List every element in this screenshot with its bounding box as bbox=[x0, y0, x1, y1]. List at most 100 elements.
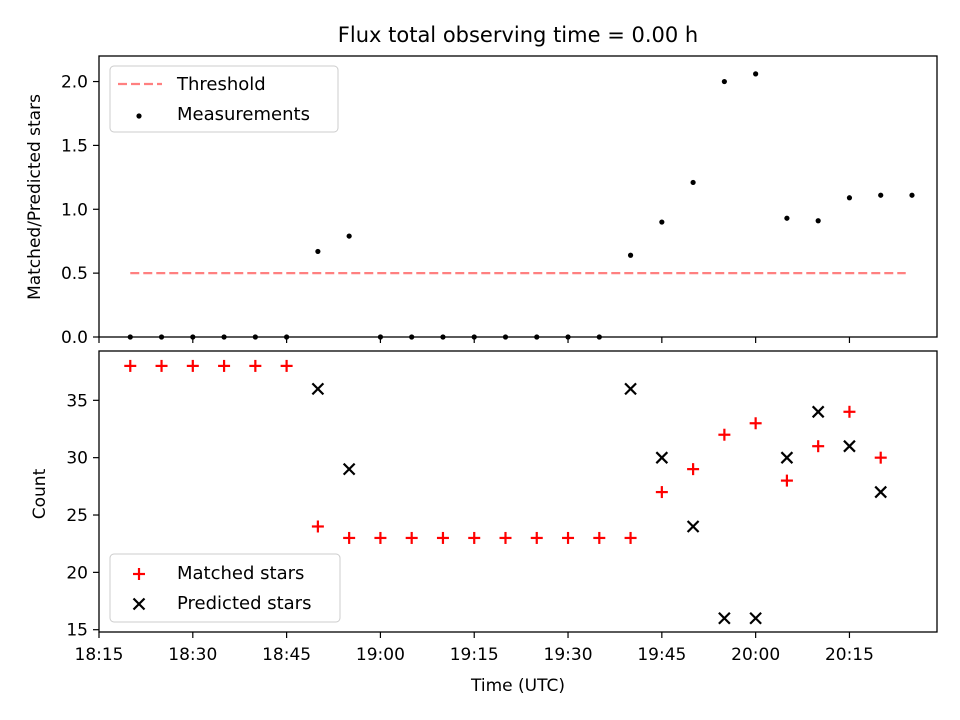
bottom-y-axis-label: Count bbox=[30, 468, 50, 519]
matched-star-point bbox=[593, 531, 606, 544]
matched-star-point bbox=[343, 531, 356, 544]
measurement-point bbox=[909, 192, 915, 198]
bottom-legend-frame bbox=[109, 553, 341, 623]
predicted-star-point-b bbox=[655, 451, 669, 464]
x-tick-label: 20:00 bbox=[731, 645, 780, 665]
predicted-star-point-b bbox=[843, 439, 856, 453]
measurement-point bbox=[409, 334, 415, 340]
legend-x-marker bbox=[132, 597, 146, 611]
top-y-tick-label: 0.5 bbox=[61, 264, 88, 284]
bottom-y-tick-label: 30 bbox=[66, 449, 88, 469]
predicted-star-point-b bbox=[686, 520, 700, 533]
legend-measurements-swatch bbox=[136, 113, 142, 119]
x-tick-label: 19:30 bbox=[544, 645, 593, 665]
measurement-point bbox=[284, 334, 290, 340]
matched-star-point bbox=[218, 359, 231, 372]
legend-matched-label: Matched stars bbox=[177, 563, 304, 584]
measurement-point bbox=[315, 248, 321, 255]
top-y-axis-label: Matched/Predicted stars bbox=[25, 94, 45, 300]
bottom-y-tick-label: 20 bbox=[66, 563, 88, 583]
matched-star-point bbox=[780, 474, 793, 487]
predicted-star-point-b bbox=[718, 611, 731, 625]
x-tick-label: 18:30 bbox=[168, 645, 217, 665]
matched-star-point bbox=[468, 531, 481, 544]
measurement-point bbox=[690, 179, 696, 186]
legend-measurements-label: Measurements bbox=[177, 104, 310, 125]
chart-title: Flux total observing time = 0.00 h bbox=[338, 23, 698, 47]
x-tick-label: 18:45 bbox=[262, 645, 311, 665]
matched-star-point bbox=[155, 359, 168, 372]
measurement-point bbox=[721, 78, 727, 85]
matched-star-point bbox=[186, 359, 199, 372]
predicted-star-point-b bbox=[874, 485, 887, 499]
predicted-star-point bbox=[342, 462, 356, 476]
predicted-star-point-b bbox=[811, 405, 825, 419]
legend-predicted-swatch bbox=[132, 597, 146, 611]
measurement-point bbox=[878, 192, 884, 198]
matched-star-point bbox=[749, 417, 762, 430]
measurement-point bbox=[596, 334, 602, 340]
top-y-axis: 0.0 0.5 1.0 1.5 2.0 bbox=[61, 73, 99, 348]
legend-predicted-label: Predicted stars bbox=[177, 593, 311, 614]
predicted-star-point bbox=[718, 611, 731, 625]
measurement-point bbox=[158, 334, 165, 340]
top-measurements-layer bbox=[127, 71, 915, 340]
legend-x-marker-b bbox=[132, 597, 146, 611]
x-tick-label: 20:15 bbox=[825, 645, 874, 665]
top-y-tick-label: 0.0 bbox=[61, 328, 88, 348]
measurement-point bbox=[221, 334, 227, 340]
top-y-tick-label: 1.0 bbox=[61, 200, 88, 220]
measurement-point bbox=[846, 195, 853, 201]
measurement-point bbox=[815, 218, 821, 224]
x-tick-label: 19:00 bbox=[356, 645, 405, 665]
measurement-point bbox=[471, 334, 477, 340]
measurement-point bbox=[502, 334, 509, 340]
predicted-star-point bbox=[311, 382, 325, 396]
predicted-star-point-b bbox=[749, 611, 762, 625]
matched-star-point bbox=[687, 463, 700, 476]
bottom-plot-frame bbox=[98, 350, 938, 633]
x-tick-label: 18:15 bbox=[75, 645, 124, 665]
measurement-point bbox=[252, 334, 258, 340]
measurement-point bbox=[784, 215, 790, 221]
measurement-point bbox=[190, 334, 196, 340]
matched-star-point bbox=[249, 359, 262, 372]
predicted-star-point bbox=[624, 382, 637, 396]
measurement-point bbox=[753, 71, 759, 77]
x-tick-label: 19:15 bbox=[450, 645, 499, 665]
x-axis-label: Time (UTC) bbox=[470, 676, 565, 696]
bottom-legend: Matched stars Predicted stars bbox=[109, 553, 341, 623]
predicted-star-point-b bbox=[780, 451, 794, 464]
bottom-panel: 15 20 25 30 35 18:15 18:30 18:45 19:00 19:15 19:3… bbox=[30, 350, 938, 696]
matched-star-point bbox=[624, 531, 637, 544]
bottom-y-tick-label: 15 bbox=[66, 621, 88, 641]
matched-star-point bbox=[718, 428, 731, 441]
legend-matched-swatch bbox=[133, 568, 145, 580]
predicted-star-point-b bbox=[342, 462, 356, 476]
bottom-y-tick-label: 35 bbox=[66, 391, 88, 411]
top-plot-frame bbox=[98, 55, 938, 338]
predicted-star-point bbox=[843, 439, 856, 453]
measurement-point bbox=[440, 334, 446, 340]
matched-star-point bbox=[311, 520, 324, 533]
matched-star-point bbox=[124, 359, 137, 372]
matched-star-point bbox=[499, 531, 512, 544]
measurement-point bbox=[534, 334, 540, 340]
top-y-tick-label: 2.0 bbox=[61, 73, 88, 93]
predicted-star-point bbox=[749, 611, 762, 625]
matched-star-point bbox=[655, 486, 668, 499]
matched-star-point bbox=[436, 531, 449, 544]
predicted-star-point bbox=[780, 451, 794, 464]
bottom-y-tick-label: 25 bbox=[66, 506, 88, 526]
legend-plus-marker bbox=[133, 568, 145, 580]
legend-threshold-label: Threshold bbox=[176, 74, 266, 95]
bottom-points-layer bbox=[124, 359, 887, 625]
matched-star-point bbox=[280, 359, 293, 372]
predicted-star-point bbox=[655, 451, 669, 464]
bottom-y-axis: 15 20 25 30 35 bbox=[66, 391, 99, 641]
x-tick-label: 19:45 bbox=[637, 645, 686, 665]
matched-star-point bbox=[562, 531, 575, 544]
predicted-star-point-b bbox=[311, 382, 325, 396]
top-legend-frame bbox=[109, 65, 339, 133]
matched-star-point bbox=[405, 531, 418, 544]
